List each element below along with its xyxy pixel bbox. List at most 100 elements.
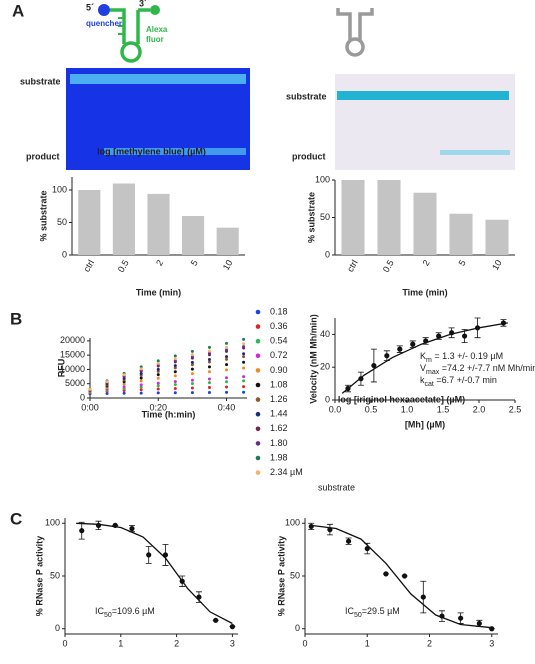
y-axis-title: % substrate <box>306 192 316 243</box>
data-point <box>173 364 177 368</box>
bar <box>182 216 205 255</box>
data-point <box>139 367 143 371</box>
legend-label: 0.90 <box>270 365 288 375</box>
y-axis-title: % RNase P activity <box>276 536 286 616</box>
annotation-text: = 1.3 +/- 0.19 µM <box>432 351 503 361</box>
data-point <box>489 626 495 632</box>
annotation-text: =6.7 +/-0.7 min <box>434 375 497 385</box>
data-point <box>105 380 109 384</box>
end-label: 3´ <box>139 0 147 8</box>
gel-label: product <box>26 151 60 161</box>
legend-marker <box>255 441 261 446</box>
fit-curve <box>311 524 492 629</box>
y-tick-label: 50 <box>50 570 60 580</box>
gel-fluorescence <box>66 68 250 170</box>
x-tick-label: 1 <box>118 638 123 648</box>
legend-marker <box>255 324 261 329</box>
data-point <box>439 613 445 619</box>
bar <box>147 193 170 255</box>
data-point <box>242 342 246 346</box>
data-point <box>190 349 194 353</box>
y-tick-label: 5000 <box>65 378 85 388</box>
y-tick-label: 10000 <box>60 364 85 374</box>
data-point <box>213 617 219 623</box>
panel-label: B <box>10 309 22 328</box>
annotation: IC50=109.6 µM <box>95 606 155 618</box>
data-point <box>476 620 482 627</box>
data-point <box>88 387 92 391</box>
x-tick-label: 2 <box>154 258 165 267</box>
legend-label: 1.44 <box>270 409 288 419</box>
data-point <box>173 357 177 361</box>
data-point <box>190 382 194 386</box>
annotation-symbol: V <box>420 363 426 373</box>
annotation-symbol: k <box>420 375 425 385</box>
data-point <box>345 385 351 392</box>
y-axis-title: % RNase P activity <box>34 536 44 616</box>
data-point <box>308 523 314 530</box>
data-point <box>410 341 416 347</box>
bar <box>485 219 509 255</box>
data-point <box>225 357 229 361</box>
data-point <box>458 615 464 621</box>
data-point <box>474 325 481 331</box>
data-point <box>95 522 102 528</box>
legend-label: 0.18 <box>270 306 288 316</box>
annotation-subscript: max <box>426 369 440 376</box>
quencher-label: quencher <box>86 19 122 28</box>
x-tick-label: 1 <box>365 638 370 648</box>
legend-marker <box>255 382 261 388</box>
data-point <box>384 353 390 359</box>
annotation-symbol: IC <box>345 606 355 616</box>
annotation-text: =29.5 µM <box>362 606 400 616</box>
y-axis-title: % substrate <box>38 190 48 241</box>
data-point <box>190 386 194 390</box>
data-point <box>242 337 246 341</box>
data-point <box>156 384 160 388</box>
data-point <box>242 345 246 349</box>
data-point <box>207 381 211 385</box>
data-point <box>225 368 229 372</box>
data-point <box>139 383 143 387</box>
y-tick-label: 0 <box>80 392 85 402</box>
x-tick-label: 5 <box>189 258 200 267</box>
data-point <box>173 383 177 387</box>
y-tick-label: 20000 <box>60 335 85 345</box>
x-tick-label: 10 <box>221 258 235 272</box>
legend-label: 1.98 <box>270 452 288 462</box>
data-point <box>242 375 246 379</box>
data-point <box>225 355 229 359</box>
fluor-dot <box>150 5 160 15</box>
legend-marker <box>255 426 261 432</box>
x-tick-label: 10 <box>490 258 504 272</box>
data-point <box>179 578 185 584</box>
y-tick-label: 100 <box>315 174 330 184</box>
legend-marker <box>255 309 261 315</box>
end-label: 5´ <box>86 2 94 12</box>
data-point <box>225 341 229 345</box>
data-point <box>156 381 160 385</box>
fluor-label: Alexa <box>146 25 168 34</box>
x-tick-label: 0 <box>302 638 307 648</box>
data-point <box>190 360 194 364</box>
data-point <box>207 377 211 381</box>
x-tick-label: 3 <box>230 638 235 648</box>
y-tick-label: 0 <box>325 394 330 404</box>
y-tick-label: 0 <box>62 249 67 259</box>
data-point <box>112 522 118 528</box>
bar <box>78 190 101 255</box>
x-tick-label: ctrl <box>345 258 360 273</box>
data-point <box>225 385 229 389</box>
x-tick-label: 5 <box>457 258 468 267</box>
annotation-subscript: m <box>426 357 432 364</box>
y-tick-label: 0 <box>295 623 300 633</box>
data-point <box>207 349 211 353</box>
legend-label: 1.26 <box>270 394 288 404</box>
panel-label: C <box>10 509 22 528</box>
hairpin-probe <box>110 8 150 63</box>
data-point <box>207 358 211 362</box>
data-point <box>129 525 135 532</box>
quencher-dot <box>98 4 110 16</box>
data-point <box>156 387 160 391</box>
data-point <box>462 333 468 339</box>
